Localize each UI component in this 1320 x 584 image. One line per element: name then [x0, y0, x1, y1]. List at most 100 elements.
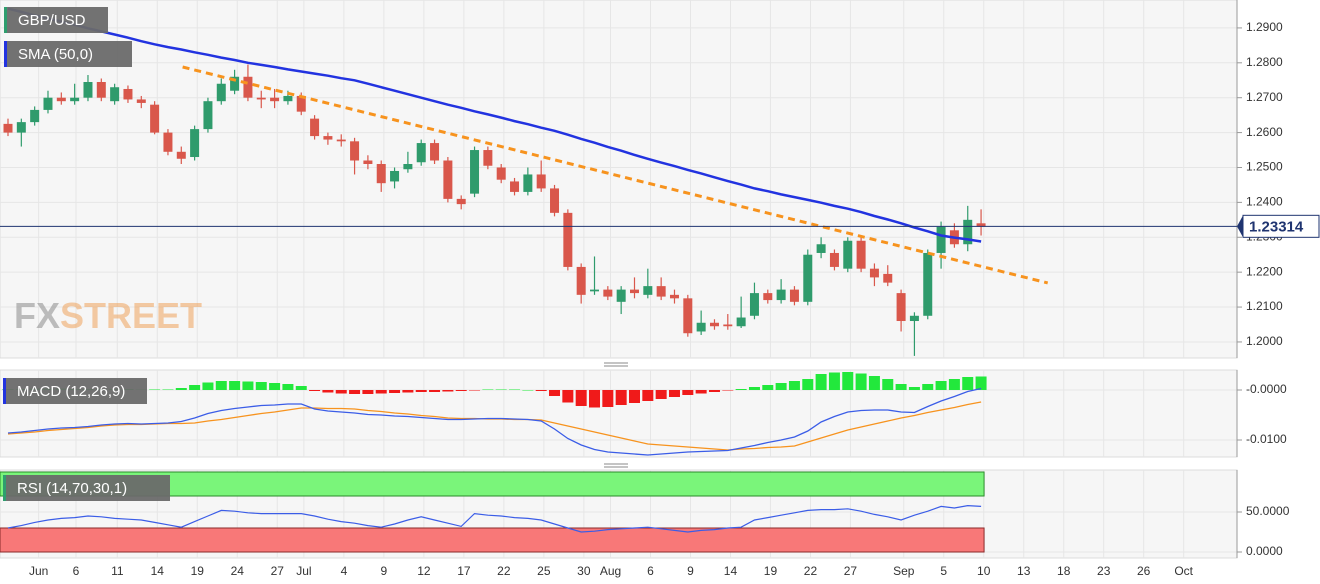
- histogram-bar: [362, 390, 374, 394]
- histogram-bar: [722, 390, 734, 391]
- candle-body: [643, 286, 653, 295]
- candle-body: [96, 81, 106, 98]
- histogram-bar: [788, 381, 800, 390]
- candle-body: [590, 289, 600, 292]
- y-tick-label: 1.2700: [1246, 90, 1283, 104]
- x-tick-label: 10: [977, 564, 991, 578]
- histogram-bar: [882, 379, 894, 390]
- histogram-bar: [202, 382, 214, 390]
- candle-body: [749, 293, 759, 316]
- histogram-bar: [708, 390, 720, 392]
- last-price-label: 1.23314: [1249, 218, 1304, 235]
- histogram-bar: [469, 390, 481, 391]
- candle-body: [190, 129, 200, 158]
- candle-body: [550, 188, 560, 213]
- histogram-bar: [482, 389, 494, 390]
- x-tick-label: 27: [844, 564, 858, 578]
- panel-background: [0, 369, 1238, 458]
- y-tick-label: 1.2500: [1246, 160, 1283, 174]
- candle-body: [310, 118, 320, 137]
- x-tick-label: Jul: [296, 564, 311, 578]
- candle-body: [869, 268, 879, 278]
- histogram-bar: [908, 387, 920, 390]
- candle-body: [110, 87, 120, 102]
- candle-body: [723, 324, 733, 327]
- histogram-bar: [162, 389, 174, 390]
- histogram-bar: [668, 390, 680, 397]
- candle-body: [336, 139, 346, 142]
- candle-body: [83, 81, 93, 98]
- label-box: [3, 475, 170, 501]
- candle-body: [709, 322, 719, 327]
- y-tick-label: 1.2600: [1246, 125, 1283, 139]
- histogram-bar: [762, 385, 774, 390]
- y-tick-label: 1.2000: [1246, 334, 1283, 348]
- last-price-pointer: [1237, 215, 1243, 238]
- label-box: [4, 7, 108, 33]
- x-tick-label: 17: [457, 564, 471, 578]
- histogram-bar: [442, 390, 454, 392]
- y-tick-label: 1.2100: [1246, 299, 1283, 313]
- x-tick-label: 6: [647, 564, 654, 578]
- candle-body: [803, 254, 813, 302]
- panel-label: GBP/USD: [18, 12, 86, 29]
- histogram-bar: [149, 389, 161, 390]
- x-tick-label: Sep: [893, 564, 915, 578]
- histogram-bar: [309, 390, 321, 391]
- candle-body: [656, 286, 666, 297]
- panel-label: RSI (14,70,30,1): [17, 480, 127, 497]
- macd-line: [7, 387, 982, 456]
- candle-body: [470, 150, 480, 194]
- histogram-bar: [455, 390, 467, 391]
- histogram-bar: [682, 390, 694, 395]
- y-tick-label: -0.0100: [1246, 432, 1287, 446]
- histogram-bar: [855, 373, 867, 390]
- label-strip: [4, 7, 7, 33]
- histogram-bar: [935, 381, 947, 390]
- histogram-bar: [655, 390, 667, 399]
- x-tick-label: 23: [1097, 564, 1111, 578]
- x-tick-label: 9: [687, 564, 694, 578]
- watermark-fx: FX: [14, 295, 60, 336]
- watermark-street: STREET: [60, 295, 202, 336]
- x-tick-label: 24: [231, 564, 245, 578]
- candle-body: [43, 97, 53, 110]
- candle-body: [936, 226, 946, 253]
- candle-body: [403, 163, 413, 170]
- candle-body: [376, 163, 386, 184]
- y-tick-label: 1.2200: [1246, 264, 1283, 278]
- histogram-bar: [575, 390, 587, 406]
- x-tick-label: 9: [381, 564, 388, 578]
- histogram-bar: [562, 390, 574, 403]
- histogram-bar: [269, 383, 281, 390]
- histogram-bar: [189, 385, 201, 390]
- panel-label: MACD (12,26,9): [17, 383, 125, 400]
- histogram-bar: [802, 379, 814, 390]
- histogram-bar: [375, 390, 387, 394]
- histogram-bar: [735, 389, 747, 390]
- label-box: [3, 378, 147, 404]
- candle-body: [483, 150, 493, 166]
- candle-body: [629, 289, 639, 294]
- candle-body: [216, 83, 226, 102]
- candle-body: [683, 298, 693, 334]
- histogram-bar: [242, 381, 254, 390]
- label-strip: [3, 378, 6, 404]
- y-tick-label: -0.0000: [1246, 382, 1287, 396]
- x-tick-label: 27: [271, 564, 285, 578]
- trendline: [182, 65, 1049, 285]
- candle-body: [283, 95, 293, 102]
- candle-body: [776, 289, 786, 301]
- candle-body: [789, 289, 799, 302]
- x-tick-label: 4: [341, 564, 348, 578]
- histogram-bar: [628, 390, 640, 403]
- histogram-bar: [828, 372, 840, 390]
- label-strip: [3, 475, 6, 501]
- candle-body: [976, 223, 986, 227]
- candle-body: [416, 143, 426, 163]
- label-strip: [4, 41, 7, 67]
- y-tick-label: 1.2800: [1246, 55, 1283, 69]
- histogram-bar: [922, 384, 934, 390]
- candle-body: [430, 143, 440, 161]
